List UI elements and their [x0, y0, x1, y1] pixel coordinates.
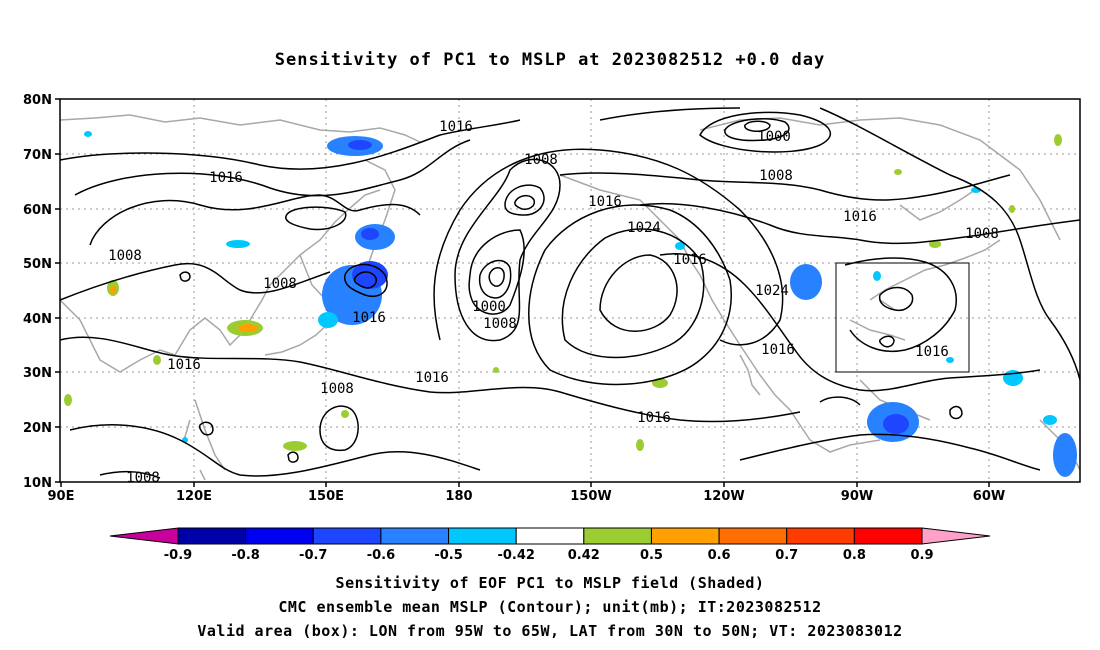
colorbar-cell — [515, 527, 585, 545]
coastlines — [59, 114, 1081, 481]
colorbar-tick-label: 0.8 — [843, 548, 866, 563]
plot-title: Sensitivity of PC1 to MSLP at 2023082512… — [274, 50, 826, 70]
colorbar-tick-label: -0.8 — [231, 548, 259, 563]
colorbar-tick-label: 0.5 — [640, 548, 663, 563]
lon-label: 150W — [570, 489, 611, 504]
contour-label: 1008 — [108, 248, 142, 264]
lat-label: 50N — [23, 257, 52, 272]
contour-label: 1024 — [627, 220, 661, 236]
colorbar-tick-label: -0.6 — [367, 548, 395, 563]
colorbar-tick-label: 0.42 — [568, 548, 600, 563]
colorbar-cell — [448, 527, 517, 545]
colorbar-high-end — [921, 527, 991, 545]
lon-axis: 90E 120E 150E 180 150W 120W 90W 60W — [48, 489, 1006, 504]
caption-line-1: Sensitivity of EOF PC1 to MSLP field (Sh… — [335, 574, 765, 592]
colorbar-tick-label: 0.7 — [775, 548, 798, 563]
lon-label: 60W — [973, 489, 1005, 504]
contour-label: 1016 — [588, 194, 622, 210]
colorbar-cell — [312, 527, 382, 545]
contour-label: 1008 — [126, 470, 160, 486]
sensitivity-shading — [64, 131, 1077, 477]
contour-label: 1016 — [843, 209, 877, 225]
colorbar-cell — [583, 527, 652, 545]
colorbar-tick-label: -0.42 — [497, 548, 534, 563]
caption-line-2: CMC ensemble mean MSLP (Contour); unit(m… — [278, 598, 822, 616]
contour-label: 1024 — [755, 283, 789, 299]
contour-label: 1016 — [637, 410, 671, 426]
contour-label: 1008 — [965, 226, 999, 242]
contour-label: 1000 — [472, 299, 506, 315]
colorbar-cell — [245, 527, 314, 545]
contour-label: 1016 — [209, 170, 243, 186]
contour-label: 1016 — [761, 342, 795, 358]
lon-label: 90E — [48, 489, 75, 504]
lon-label: 90W — [841, 489, 873, 504]
caption-line-3: Valid area (box): LON from 95W to 65W, L… — [197, 622, 903, 640]
contour-label: 1008 — [759, 168, 793, 184]
map-frame — [59, 98, 1081, 483]
colorbar-cell — [718, 527, 788, 545]
contour-label: 1016 — [167, 357, 201, 373]
contour-label: 1016 — [352, 310, 386, 326]
contour-label: 1008 — [483, 316, 517, 332]
colorbar-tick-label: 0.6 — [708, 548, 731, 563]
colorbar-cell — [853, 527, 923, 545]
contour-label: 1008 — [524, 152, 558, 168]
colorbar-cell — [177, 527, 247, 545]
mslp-contours — [59, 107, 1081, 479]
colorbar-tick-label: -0.9 — [164, 548, 192, 563]
colorbar-tick-label: 0.9 — [910, 548, 933, 563]
contour-label: 1008 — [263, 276, 297, 292]
contour-label: 1016 — [673, 252, 707, 268]
lat-label: 80N — [23, 93, 52, 108]
colorbar-tick-label: -0.5 — [434, 548, 462, 563]
contour-label: 1008 — [320, 381, 354, 397]
colorbar-tick-label: -0.7 — [299, 548, 327, 563]
colorbar: -0.9 -0.8 -0.7 -0.6 -0.5 -0.42 0.42 0.5 0.6 0.7 0.… — [109, 527, 991, 563]
tick-marks — [55, 98, 990, 487]
contour-label: 1016 — [415, 370, 449, 386]
contour-labels: 1016 1016 1008 1000 1008 1016 1008 1016 … — [108, 119, 999, 486]
lon-label: 180 — [445, 489, 472, 504]
lat-label: 60N — [23, 203, 52, 218]
lat-label: 10N — [23, 476, 52, 491]
lat-label: 40N — [23, 312, 52, 327]
lon-label: 150E — [308, 489, 344, 504]
lat-label: 70N — [23, 148, 52, 163]
colorbar-low-end — [109, 527, 179, 545]
lon-label: 120E — [176, 489, 212, 504]
contour-label: 1016 — [439, 119, 473, 135]
lat-label: 20N — [23, 421, 52, 436]
lon-label: 120W — [703, 489, 744, 504]
colorbar-cell — [786, 527, 855, 545]
colorbar-cell — [650, 527, 720, 545]
lat-label: 30N — [23, 366, 52, 381]
valid-area-box — [835, 262, 970, 373]
contour-label: 1000 — [757, 129, 791, 145]
colorbar-cell — [380, 527, 450, 545]
lat-axis: 80N 70N 60N 50N 40N 30N 20N 10N — [23, 93, 52, 491]
contour-label: 1016 — [915, 344, 949, 360]
